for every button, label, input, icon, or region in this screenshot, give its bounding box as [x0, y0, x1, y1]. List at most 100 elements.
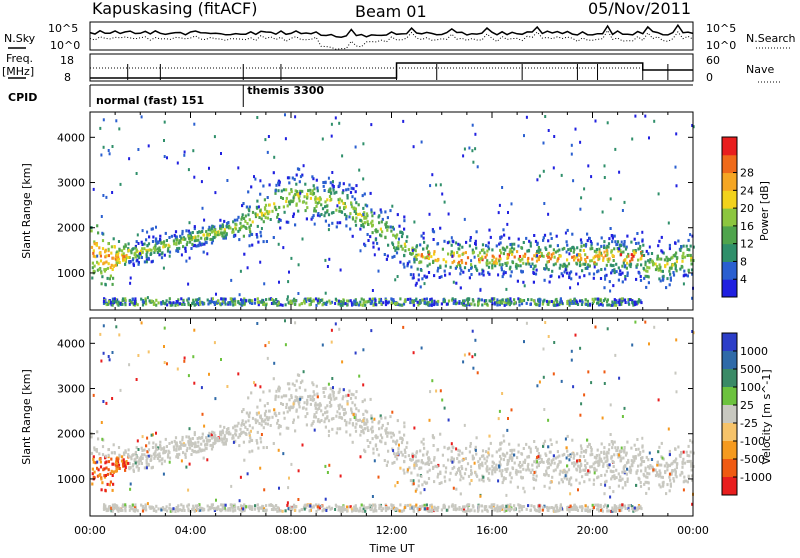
velocity-cell: [189, 438, 191, 441]
velocity-cell: [533, 440, 535, 443]
power-cell: [690, 259, 692, 262]
power-cell: [507, 256, 509, 259]
power-cell: [519, 255, 521, 258]
velocity-cell: [387, 461, 389, 464]
power-cell: [604, 275, 606, 278]
velocity-heatmap: [90, 319, 694, 513]
velocity-cell: [410, 472, 412, 475]
power-cell: [261, 227, 263, 230]
power-cell: [134, 297, 136, 300]
velocity-cell: [477, 460, 479, 463]
beam-title: Beam 01: [355, 2, 427, 21]
velocity-cell: [249, 412, 251, 415]
velocity-cell: [323, 420, 325, 423]
power-cell: [621, 265, 623, 268]
y-tick-label: 2000: [57, 222, 85, 235]
power-cell: [264, 198, 266, 201]
power-cell: [530, 245, 532, 248]
velocity-cell: [535, 509, 537, 512]
power-cell: [214, 301, 216, 304]
velocity-cell: [459, 478, 461, 481]
power-cell: [207, 299, 209, 302]
velocity-cell: [583, 450, 585, 453]
velocity-cell: [584, 464, 586, 467]
velocity-cell: [458, 453, 460, 456]
power-cell: [107, 277, 109, 280]
power-cell: [112, 277, 114, 280]
colorbar-swatch: [722, 137, 737, 155]
velocity-cell: [450, 472, 452, 475]
power-cell: [603, 240, 605, 243]
velocity-cell: [668, 476, 670, 479]
power-cell: [130, 250, 132, 253]
velocity-cell: [324, 411, 326, 414]
power-cell: [598, 255, 600, 258]
velocity-cell: [344, 412, 346, 415]
velocity-cell: [183, 509, 185, 512]
velocity-cell: [511, 459, 513, 462]
power-cell: [297, 292, 299, 295]
power-cell: [548, 256, 550, 259]
velocity-cell: [309, 509, 311, 512]
velocity-cell: [128, 455, 130, 458]
power-cell: [180, 237, 182, 240]
velocity-cell: [554, 462, 556, 465]
velocity-cell: [470, 509, 472, 512]
velocity-cell: [294, 509, 296, 512]
velocity-cell: [359, 434, 361, 437]
velocity-cell: [277, 419, 279, 422]
power-cell: [387, 216, 389, 219]
velocity-cell: [640, 469, 642, 472]
velocity-cell: [399, 503, 401, 506]
power-cell: [107, 303, 109, 306]
velocity-cell: [633, 456, 635, 459]
power-cell: [380, 228, 382, 231]
power-cell: [226, 225, 228, 228]
power-cell: [446, 303, 448, 306]
power-cell: [254, 298, 256, 301]
power-cell: [338, 122, 340, 125]
velocity-cell: [186, 449, 188, 452]
power-cell: [249, 244, 251, 247]
power-cell: [116, 256, 118, 259]
velocity-cell: [571, 452, 573, 455]
power-cell: [112, 283, 114, 286]
velocity-cell: [158, 507, 160, 510]
power-cell: [335, 116, 337, 119]
velocity-cell: [445, 471, 447, 474]
power-cell: [366, 204, 368, 207]
power-cell: [99, 127, 101, 130]
power-cell: [293, 299, 295, 302]
power-cell: [268, 210, 270, 213]
velocity-cell: [612, 460, 614, 463]
velocity-cell: [271, 416, 273, 419]
velocity-cell: [247, 419, 249, 422]
velocity-cell: [482, 449, 484, 452]
nave-tick-bottom: 0: [706, 71, 713, 84]
velocity-cell: [470, 469, 472, 472]
velocity-cell: [499, 461, 501, 464]
power-cell: [556, 301, 558, 304]
power-cell: [371, 225, 373, 228]
power-cell: [662, 251, 664, 254]
power-cell: [596, 248, 598, 251]
velocity-cell: [409, 504, 411, 507]
power-cell: [271, 210, 273, 213]
power-cell: [260, 231, 262, 234]
velocity-cell: [593, 506, 595, 509]
velocity-cell: [625, 454, 627, 457]
velocity-cell: [360, 425, 362, 428]
velocity-cell: [339, 404, 341, 407]
power-cell: [580, 238, 582, 241]
velocity-cell: [563, 453, 565, 456]
velocity-cell: [638, 478, 640, 481]
power-cell: [399, 261, 401, 264]
power-cell: [348, 184, 350, 187]
velocity-cell: [378, 427, 380, 430]
power-cell: [614, 240, 616, 243]
power-cell: [91, 277, 93, 280]
power-cell: [550, 245, 552, 248]
velocity-cell: [615, 469, 617, 472]
power-cell: [287, 295, 289, 298]
velocity-cell: [154, 455, 156, 458]
